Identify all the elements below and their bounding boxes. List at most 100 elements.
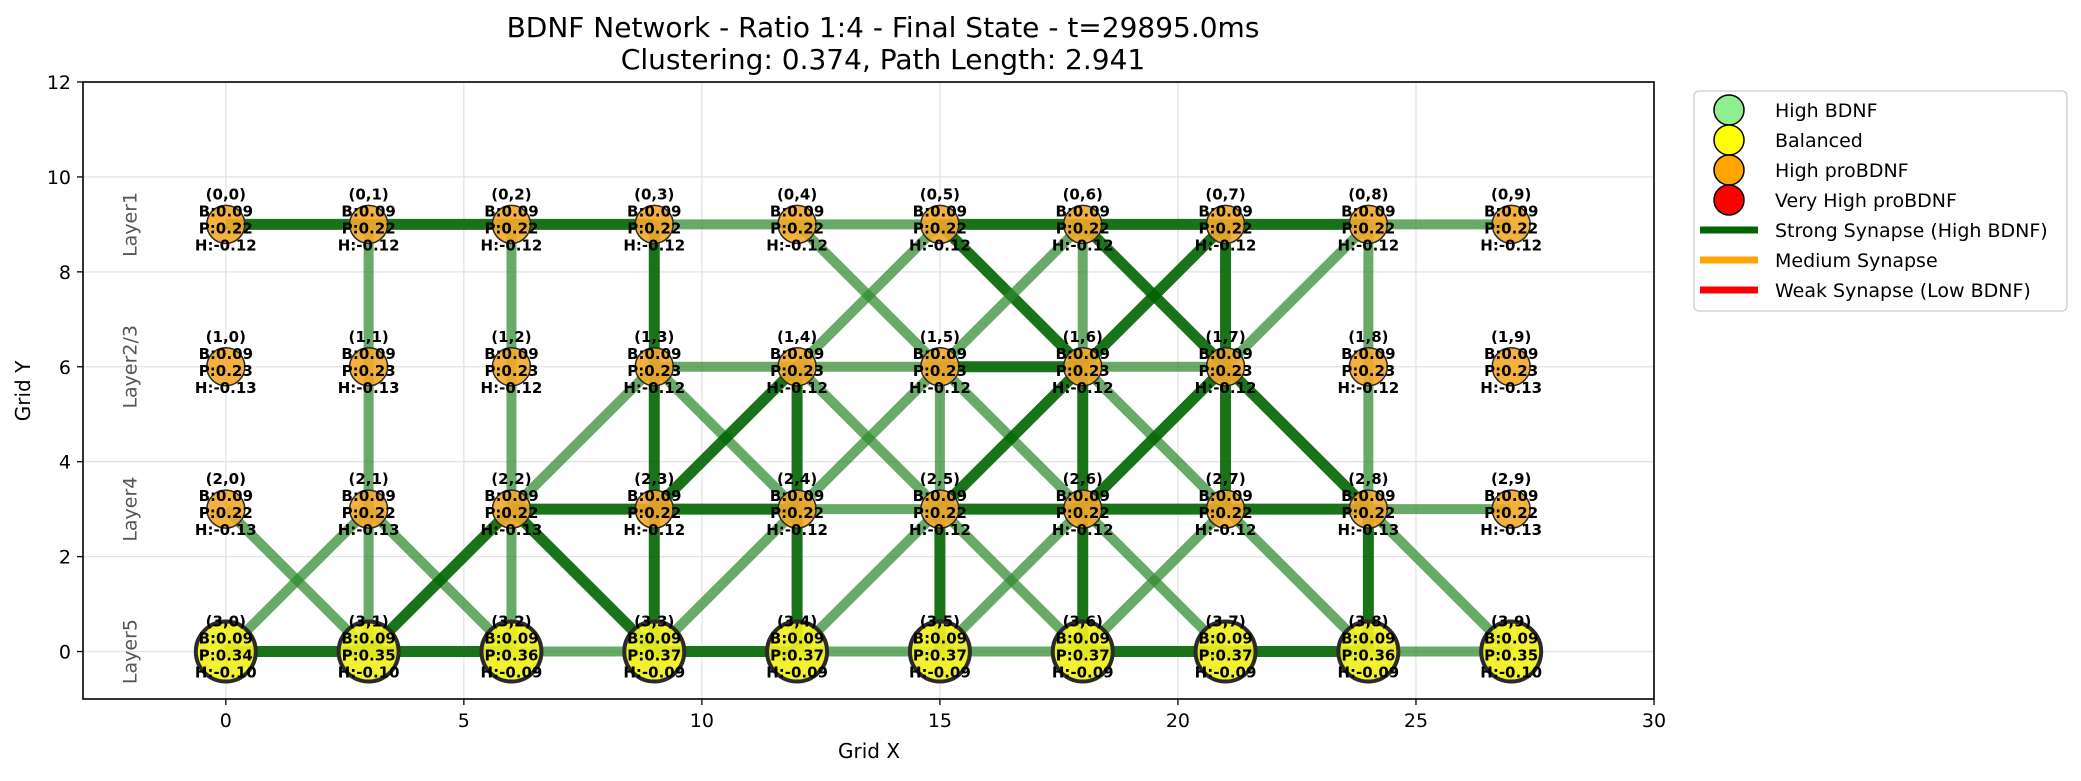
node-label-id: (3,6) [1063, 613, 1103, 631]
node-label-P: P:0.23 [913, 362, 967, 380]
node-label-id: (3,4) [777, 613, 817, 631]
synapse-edge [793, 505, 944, 656]
node-label-H: H:-0.09 [481, 664, 543, 682]
node-label-P: P:0.34 [199, 647, 253, 665]
synapse-edge [364, 505, 516, 656]
node-label-B: B:0.09 [1484, 630, 1538, 648]
synapse-edge [1078, 220, 1230, 371]
node-label-B: B:0.09 [1341, 487, 1395, 505]
neuron-node [920, 204, 960, 245]
node-label-B: B:0.09 [341, 202, 395, 220]
node-label-id: (2,5) [920, 470, 960, 488]
node-label-id: (2,7) [1205, 470, 1245, 488]
node-label-B: B:0.09 [484, 202, 538, 220]
legend-box [1693, 90, 2068, 312]
node-label-P: P:0.22 [1341, 219, 1395, 237]
node-label-B: B:0.09 [199, 345, 253, 363]
node-label-P: P:0.36 [484, 647, 538, 665]
node-label-P: P:0.22 [913, 219, 967, 237]
node-label-B: B:0.09 [627, 202, 681, 220]
node-label-P: P:0.22 [770, 219, 824, 237]
synapse-edge [793, 363, 944, 513]
node-label-id: (1,4) [777, 328, 817, 346]
node-label-P: P:0.22 [1056, 504, 1110, 522]
node-label-id: (1,1) [348, 328, 388, 346]
node-label-B: B:0.09 [627, 487, 681, 505]
node-label-P: P:0.23 [484, 362, 538, 380]
x-tick-label: 30 [1642, 710, 1666, 732]
node-label-P: P:0.23 [1484, 362, 1538, 380]
neuron-node [634, 347, 675, 387]
y-tick-label: 8 [59, 262, 71, 284]
node-label-H: H:-0.12 [766, 379, 828, 397]
x-tick-label: 25 [1404, 710, 1428, 732]
neuron-node [777, 204, 817, 245]
node-label-id: (1,8) [1348, 328, 1388, 346]
node-label-id: (3,1) [348, 613, 388, 631]
neuron-node [348, 204, 389, 245]
node-label-H: H:-0.13 [1480, 521, 1542, 539]
x-axis-label: Grid X [838, 739, 900, 763]
node-label-B: B:0.09 [1198, 345, 1252, 363]
node-label-id: (3,5) [920, 613, 960, 631]
neuron-node [206, 204, 246, 245]
node-label-B: B:0.09 [1056, 202, 1110, 220]
node-label-P: P:0.22 [1199, 219, 1253, 237]
node-label-H: H:-0.09 [1052, 664, 1114, 682]
node-label-B: B:0.09 [770, 345, 824, 363]
node-label-H: H:-0.12 [1195, 379, 1257, 397]
node-label-P: P:0.22 [199, 504, 253, 522]
node-label-id: (0,0) [206, 185, 246, 203]
node-label-H: H:-0.13 [1480, 379, 1542, 397]
node-label-B: B:0.09 [770, 202, 824, 220]
node-label-H: H:-0.12 [1052, 379, 1114, 397]
node-label-B: B:0.09 [1056, 345, 1110, 363]
node-label-id: (2,3) [634, 470, 674, 488]
node-label-id: (0,6) [1063, 185, 1103, 203]
neuron-node [920, 489, 960, 529]
legend-label: Very High proBDNF [1775, 190, 1957, 212]
node-label-P: P:0.37 [770, 647, 824, 665]
node-label-P: P:0.23 [342, 362, 396, 380]
node-label-H: H:-0.12 [1052, 236, 1114, 254]
x-tick-label: 0 [220, 710, 232, 732]
node-label-B: B:0.09 [913, 202, 967, 220]
neuron-node [206, 489, 246, 529]
node-label-id: (3,9) [1491, 613, 1531, 631]
neuron-node [777, 489, 817, 529]
synapse-edge [936, 220, 1087, 371]
node-label-H: H:-0.12 [481, 379, 543, 397]
node-label-P: P:0.22 [342, 219, 396, 237]
layer-label: Layer5 [120, 619, 142, 684]
node-label-id: (0,3) [634, 185, 674, 203]
node-label-H: H:-0.12 [1195, 521, 1257, 539]
node-label-id: (1,3) [634, 328, 674, 346]
axes-frame [82, 81, 1655, 700]
node-label-B: B:0.09 [484, 345, 538, 363]
neuron-node [1348, 204, 1389, 245]
neuron-node [634, 489, 675, 529]
node-label-H: H:-0.10 [195, 664, 257, 682]
node-label-id: (2,1) [348, 470, 388, 488]
chart-title-line1: BDNF Network - Ratio 1:4 - Final State -… [507, 11, 1260, 44]
node-label-id: (2,6) [1063, 470, 1103, 488]
node-label-H: H:-0.12 [1337, 379, 1399, 397]
neuron-node [348, 489, 389, 529]
node-label-id: (2,4) [777, 470, 817, 488]
neuron-node [1050, 619, 1115, 684]
node-label-P: P:0.23 [770, 362, 824, 380]
node-label-H: H:-0.12 [623, 236, 685, 254]
node-label-H: H:-0.12 [623, 379, 685, 397]
neuron-node [193, 619, 258, 684]
synapse-edge [1079, 505, 1230, 656]
y-axis-label: Grid Y [11, 360, 35, 421]
node-label-P: P:0.22 [342, 504, 396, 522]
synapse-edge [1078, 362, 1230, 514]
synapse-edge [507, 363, 658, 513]
node-label-id: (1,6) [1063, 328, 1103, 346]
node-label-B: B:0.09 [1484, 487, 1538, 505]
node-label-B: B:0.09 [341, 487, 395, 505]
node-label-id: (2,9) [1491, 470, 1531, 488]
node-label-H: H:-0.13 [1337, 521, 1399, 539]
node-label-id: (0,8) [1348, 185, 1388, 203]
